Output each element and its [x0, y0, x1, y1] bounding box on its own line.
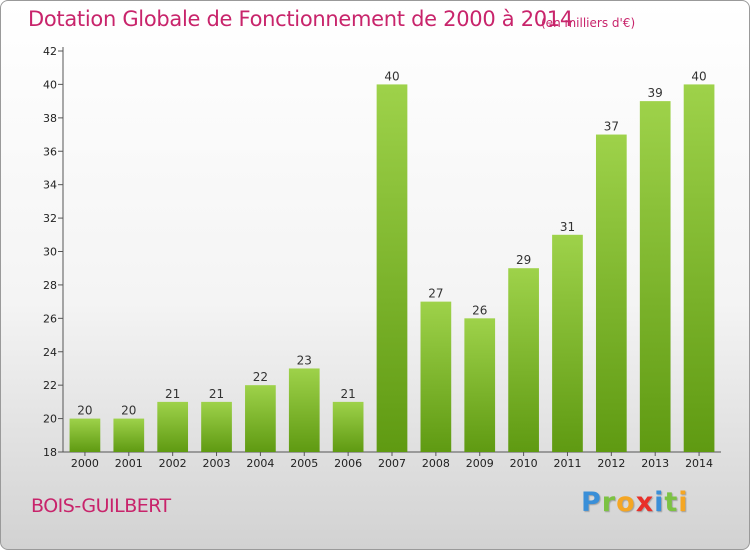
value-label-2011: 31 [560, 220, 575, 234]
y-tick-label: 42 [43, 45, 57, 58]
y-tick-label: 26 [43, 312, 57, 325]
commune-name: BOIS-GUILBERT [31, 495, 171, 517]
value-label-2000: 20 [77, 404, 92, 418]
y-tick-label: 22 [43, 379, 57, 392]
x-tick-label-2010: 2010 [510, 457, 538, 470]
y-tick-label: 18 [43, 446, 57, 459]
value-label-2003: 21 [209, 387, 224, 401]
bar-2002 [157, 401, 189, 452]
logo-letter: r [601, 487, 617, 518]
value-label-2012: 37 [604, 120, 619, 134]
y-tick-label: 38 [43, 112, 57, 125]
bar-2000 [69, 418, 101, 452]
logo-letter: o [616, 487, 636, 518]
logo-letter: t [664, 487, 679, 518]
value-label-2001: 20 [121, 404, 136, 418]
bar-2008 [420, 301, 452, 452]
x-tick-label-2009: 2009 [466, 457, 494, 470]
value-label-2007: 40 [384, 69, 399, 83]
bar-2013 [639, 101, 671, 452]
value-label-2002: 21 [165, 387, 180, 401]
chart-title: Dotation Globale de Fonctionnement de 20… [28, 7, 573, 31]
value-label-2014: 40 [691, 69, 706, 83]
chart-subtitle: (en milliers d'€) [541, 16, 636, 30]
y-tick-label: 24 [43, 346, 57, 359]
bar-2010 [508, 268, 539, 452]
bar-2009 [464, 318, 496, 452]
x-tick-label-2011: 2011 [553, 457, 581, 470]
x-tick-label-2013: 2013 [641, 457, 669, 470]
bar-2007 [376, 84, 408, 453]
value-label-2006: 21 [340, 387, 355, 401]
bars [69, 84, 715, 453]
x-tick-label-2005: 2005 [290, 457, 318, 470]
y-tick-label: 36 [43, 145, 57, 158]
value-label-2005: 23 [297, 353, 312, 367]
x-tick-label-2000: 2000 [71, 457, 99, 470]
bar-2005 [288, 368, 320, 452]
logo-letter: x [635, 487, 655, 518]
x-tick-label-2006: 2006 [334, 457, 362, 470]
x-tick-label-2001: 2001 [115, 457, 143, 470]
logo-letter: P [581, 487, 602, 518]
y-tick-label: 34 [43, 179, 57, 192]
y-tick-label: 28 [43, 279, 57, 292]
bar-2011 [552, 234, 583, 452]
bar-2001 [113, 418, 145, 452]
x-tick-label-2012: 2012 [597, 457, 625, 470]
x-tick-label-2002: 2002 [159, 457, 187, 470]
x-tick-label-2008: 2008 [422, 457, 450, 470]
x-tick-label-2003: 2003 [203, 457, 231, 470]
value-label-2010: 29 [516, 253, 531, 267]
logo-letter: i [654, 487, 665, 518]
y-tick-label: 30 [43, 246, 57, 259]
value-label-2004: 22 [253, 370, 268, 384]
value-label-2009: 26 [472, 303, 487, 317]
y-tick-label: 32 [43, 212, 57, 225]
bar-2012 [595, 134, 627, 452]
value-label-2008: 27 [428, 287, 443, 301]
proxiti-logo[interactable]: Proxiti [581, 487, 689, 518]
logo-letter: i [678, 487, 689, 518]
y-tick-label: 20 [43, 413, 57, 426]
x-tick-label-2004: 2004 [246, 457, 274, 470]
bar-2004 [245, 385, 276, 452]
bar-2003 [201, 401, 232, 452]
x-tick-label-2014: 2014 [685, 457, 713, 470]
x-axis: 2000 2001 2002 2003 2004 2005 2006 2007 2008 2009… [63, 451, 721, 470]
bar-2006 [332, 401, 364, 452]
value-labels: 20 20 21 21 22 23 21 40 27 26 29 31 37 39 40 [77, 69, 706, 417]
y-tick-label: 40 [43, 78, 57, 91]
bar-2014 [683, 84, 715, 453]
value-label-2013: 39 [648, 86, 663, 100]
y-axis: 18 20 22 24 26 28 30 32 34 36 38 40 42 [43, 45, 64, 459]
x-tick-label-2007: 2007 [378, 457, 406, 470]
